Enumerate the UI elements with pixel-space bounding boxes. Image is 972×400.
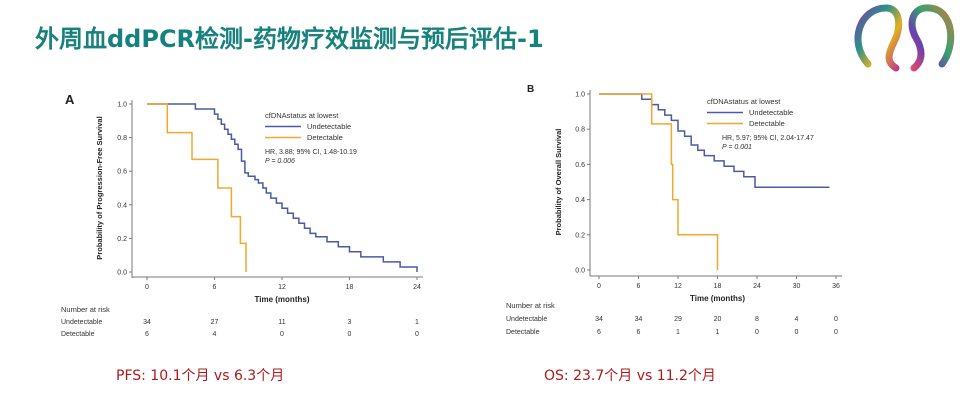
slide-title: 外周血ddPCR检测-药物疗效监测与预后评估-1: [35, 25, 544, 53]
chart-0-x-tick-label: 12: [278, 284, 286, 291]
chart-0-risk-cell: 0: [348, 331, 352, 338]
chart-0-risk-cell: 3: [348, 319, 352, 326]
chart-1-risk-cell: 0: [795, 329, 799, 336]
chart-0-risk-cell: 27: [211, 319, 219, 326]
chart-1-risk-cell: 34: [635, 316, 643, 323]
pfs-caption: PFS: 10.1个月 vs 6.3个月: [116, 368, 285, 384]
chart-1-legend-entry: Undetectable: [749, 108, 793, 117]
chart-0-y-tick-label: 0.0: [117, 270, 127, 277]
chart-1-risk-cell: 8: [755, 316, 759, 323]
chart-0-stats-line: HR, 3.88; 95% CI, 1.48-10.19: [265, 149, 357, 156]
km-chart-os-svg: B0.00.20.40.60.81.00 6 12 18 24 30 36Probabili…: [506, 84, 842, 336]
chart-1-risk-cell: 0: [755, 329, 759, 336]
chart-1-risk-cell: 1: [716, 329, 720, 336]
km-chart-os: B 0.0 0.2 0.4 0.6 0.8 1.0 0 6 12 18 24 30 36 Probabili…: [500, 74, 868, 344]
chart-0-risk-cell: 6: [145, 331, 149, 338]
chart-1-risk-cell: 0: [834, 329, 838, 336]
chart-0-risk-cell: 11: [278, 319, 285, 326]
chart-1-x-tick-label: 30: [793, 283, 801, 290]
chart-0-risk-cell: 4: [213, 331, 217, 338]
chart-1-risk-cell: 1: [676, 329, 680, 336]
ribbon-logo: [854, 4, 955, 72]
chart-0-stats-line: P = 0.006: [265, 158, 295, 165]
chart-0-y-tick-label: 0.6: [117, 169, 127, 176]
chart-1-risk-cell: 6: [637, 329, 641, 336]
chart-0-panel-label: A: [65, 92, 75, 107]
chart-1-y-tick-label: 0.4: [575, 197, 585, 204]
chart-0-legend-entry: Detectable: [307, 133, 343, 142]
chart-0-series-detectable: [147, 103, 247, 272]
chart-1-y-tick-label: 1.0: [575, 92, 585, 99]
chart-0-risk-cell: 1: [415, 319, 419, 326]
chart-0-legend-title: cfDNAstatus at lowest: [265, 111, 339, 120]
chart-1-stats-line: P = 0.001: [722, 144, 752, 151]
chart-1-risk-title: Number at risk: [506, 301, 555, 310]
chart-1-x-tick-label: 24: [753, 283, 761, 290]
chart-1-risk-cell: 34: [595, 316, 603, 323]
chart-1-risk-cell: 20: [714, 316, 722, 323]
chart-1-x-tick-label: 36: [832, 283, 840, 290]
chart-0-series-undetectable: [147, 103, 418, 272]
chart-1-risk-cell: 4: [795, 316, 799, 323]
chart-0-risk-title: Number at risk: [61, 305, 110, 314]
chart-1-x-tick-label: 18: [714, 283, 722, 290]
chart-0-y-axis-label: Probability of Progression-Free Survival: [95, 116, 104, 259]
chart-1-risk-cell: 6: [597, 329, 601, 336]
chart-0-risk-row-label: Detectable: [61, 331, 95, 338]
chart-0-y-tick-label: 0.4: [117, 202, 127, 209]
chart-1-risk-row-label: Undetectable: [506, 316, 547, 323]
chart-1-y-axis-label: Probability of Overall Survival: [554, 129, 563, 236]
chart-0-y-tick-label: 1.0: [117, 102, 127, 109]
chart-1-risk-cell: 0: [834, 316, 838, 323]
chart-0-y-tick-label: 0.8: [117, 135, 127, 142]
chart-0-risk-row-label: Undetectable: [61, 319, 102, 326]
chart-0-x-tick-label: 6: [213, 284, 217, 291]
chart-1-y-tick-label: 0.2: [575, 232, 585, 239]
km-chart-pfs: A 0.0 0.2 0.4 0.6 0.8 1.0 0 6 12 18 24 Probability o…: [57, 88, 437, 353]
chart-0-x-axis-label: Time (months): [255, 295, 310, 304]
chart-0-legend-entry: Undetectable: [307, 122, 351, 131]
chart-1-legend-title: cfDNAstatus at lowest: [707, 97, 781, 106]
chart-1-risk-row-label: Detectable: [506, 329, 540, 336]
chart-1-series-undetectable: [599, 93, 830, 189]
km-chart-pfs-svg: A 0.0 0.2 0.4 0.6 0.8 1.0 0 6 12 18 24 Probability o…: [61, 92, 423, 338]
chart-1-x-tick-label: 6: [637, 283, 641, 290]
chart-0-x-tick-label: 0: [145, 284, 149, 291]
chart-0-y-tick-label: 0.2: [117, 236, 127, 243]
chart-1-panel-label: B: [527, 84, 534, 95]
chart-1-x-tick-label: 12: [674, 283, 682, 290]
chart-1-y-tick-label: 0.0: [575, 268, 585, 275]
chart-1-y-tick-label: 0.8: [575, 127, 585, 134]
chart-1-stats-line: HR, 5.97; 95% CI, 2.04-17.47: [722, 135, 814, 142]
chart-0-x-tick-label: 24: [413, 284, 421, 291]
chart-1-legend-entry: Detectable: [749, 119, 785, 128]
chart-1-series-detectable: [599, 93, 719, 270]
chart-1-x-tick-label: 0: [597, 283, 601, 290]
chart-0-x-tick-label: 18: [346, 284, 354, 291]
chart-0-risk-cell: 34: [143, 319, 151, 326]
chart-0-risk-cell: 0: [280, 331, 284, 338]
chart-0-risk-cell: 0: [415, 331, 419, 338]
os-caption: OS: 23.7个月 vs 11.2个月: [544, 368, 716, 384]
chart-1-risk-cell: 29: [674, 316, 682, 323]
chart-1-y-tick-label: 0.6: [575, 162, 585, 169]
chart-1-x-axis-label: Time (months): [690, 294, 745, 303]
